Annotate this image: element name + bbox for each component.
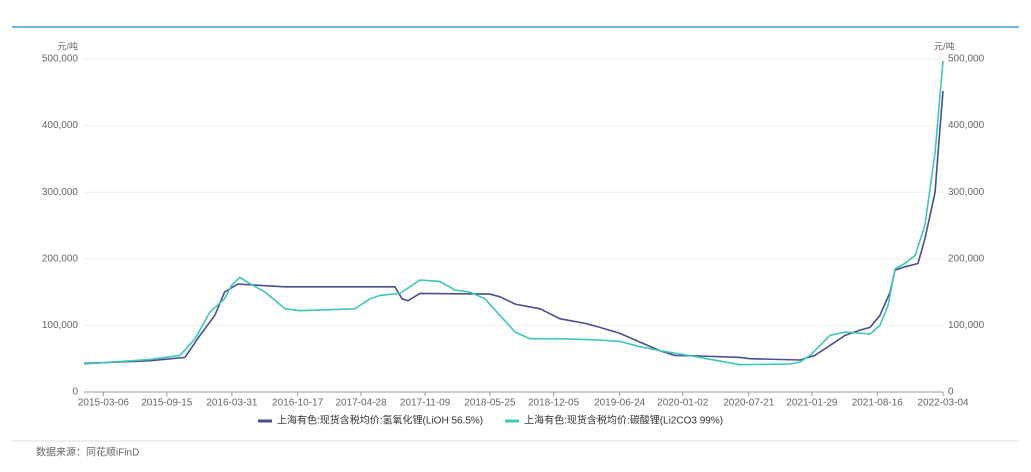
x-tick-label: 2022-03-04 [917, 398, 969, 409]
y2-unit: 元/吨 [934, 40, 955, 51]
y-tick-label: 300,000 [42, 187, 79, 198]
x-tick-label: 2021-01-29 [786, 398, 838, 409]
y2-tick-label: 100,000 [948, 320, 985, 331]
y-tick-label: 100,000 [42, 320, 79, 331]
x-tick-label: 2019-06-24 [594, 398, 646, 409]
y2-tick-label: 200,000 [948, 253, 985, 264]
x-tick-label: 2020-07-21 [723, 398, 775, 409]
legend-label: 上海有色:现货含税均价:氢氧化锂(LiOH 56.5%) [277, 414, 483, 427]
legend-label: 上海有色:现货含税均价:碳酸锂(Li2CO3 99%) [524, 414, 723, 427]
series-line [83, 60, 944, 366]
x-tick-label: 2021-08-16 [852, 398, 904, 409]
y2-tick-label: 0 [948, 387, 954, 398]
x-tick-label: 2016-03-31 [206, 398, 258, 409]
x-tick-label: 2015-03-06 [78, 398, 130, 409]
y-unit: 元/吨 [57, 40, 78, 51]
x-tick-label: 2017-04-28 [335, 398, 387, 409]
x-tick-label: 2015-09-15 [141, 398, 193, 409]
y-tick-label: 0 [72, 387, 78, 398]
x-tick-label: 2018-12-05 [528, 398, 580, 409]
y-tick-label: 400,000 [42, 120, 79, 131]
series-line [83, 90, 944, 365]
y-tick-label: 500,000 [42, 54, 79, 65]
y2-tick-label: 500,000 [948, 54, 985, 65]
source: 数据来源：同花顺iFinD [36, 446, 139, 459]
x-tick-label: 2016-10-17 [272, 398, 324, 409]
y-tick-label: 200,000 [42, 253, 79, 264]
x-tick-label: 2018-05-25 [464, 398, 516, 409]
x-tick-label: 2017-11-09 [400, 398, 451, 409]
y2-tick-label: 400,000 [948, 120, 985, 131]
y2-tick-label: 300,000 [948, 187, 985, 198]
x-tick-label: 2020-01-02 [657, 398, 709, 409]
